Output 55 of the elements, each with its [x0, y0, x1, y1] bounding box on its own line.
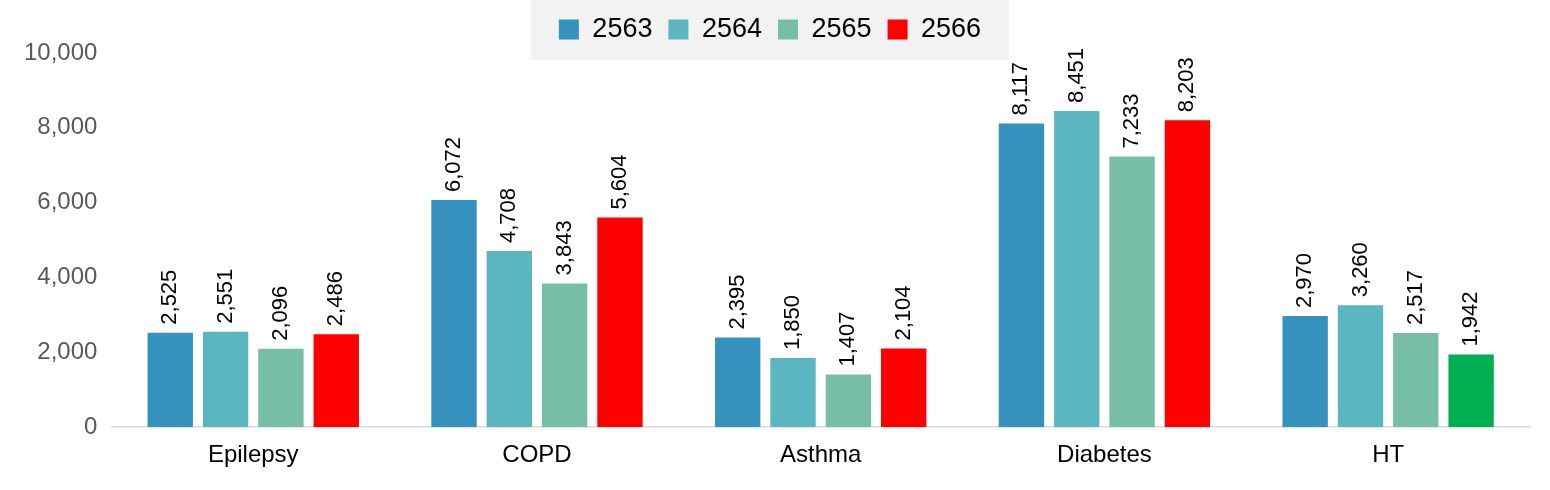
bar [1109, 156, 1155, 428]
bar [1337, 305, 1384, 428]
x-tick-label: Asthma [780, 440, 863, 468]
data-label: 8,117 [1007, 62, 1033, 116]
data-label: 7,233 [1118, 93, 1144, 149]
y-tick-label: 2,000 [37, 336, 98, 364]
bar [147, 332, 193, 428]
data-label: 1,850 [779, 294, 805, 350]
x-tick-label: COPD [502, 440, 572, 468]
data-label: 3,260 [1346, 242, 1372, 298]
data-label: 2,486 [322, 271, 348, 327]
data-label: 3,843 [550, 220, 576, 276]
data-label: 6,072 [440, 136, 466, 192]
data-label: 8,203 [1173, 57, 1199, 113]
bar [825, 374, 872, 428]
bar [881, 348, 927, 428]
bar [1448, 354, 1494, 428]
bar [597, 217, 643, 428]
legend-label: 2566 [921, 12, 982, 43]
x-tick-label: HT [1372, 440, 1405, 468]
y-tick-label: 0 [84, 411, 98, 439]
legend-label: 2565 [811, 12, 872, 43]
data-label: 1,407 [834, 311, 860, 367]
y-tick-label: 6,000 [37, 187, 98, 215]
x-tick-label: Epilepsy [207, 440, 299, 468]
data-label: 4,708 [495, 187, 521, 244]
bar [541, 283, 588, 428]
bar [715, 337, 761, 428]
data-label: 5,604 [606, 154, 632, 210]
x-tick-label: Diabetes [1057, 440, 1152, 468]
data-label: 2,970 [1291, 253, 1317, 309]
bar [1164, 120, 1211, 428]
legend-label: 2564 [701, 12, 763, 43]
data-label: 2,551 [211, 268, 237, 324]
legend-label: 2563 [592, 12, 653, 43]
bar [770, 357, 816, 428]
bar [998, 123, 1045, 428]
data-label: 2,517 [1401, 269, 1427, 326]
bar [486, 251, 533, 428]
data-label: 2,104 [889, 285, 915, 341]
bar [258, 348, 304, 428]
bar [1282, 316, 1328, 428]
data-label: 2,525 [156, 269, 182, 325]
bar [1054, 110, 1100, 428]
data-label: 8,451 [1062, 47, 1088, 103]
bar [313, 334, 359, 428]
data-label: 2,096 [266, 285, 292, 341]
bar [202, 331, 249, 428]
bar [1393, 333, 1439, 428]
data-label: 2,395 [723, 274, 749, 330]
y-tick-label: 8,000 [37, 112, 98, 140]
y-tick-label: 4,000 [37, 262, 98, 290]
bar [431, 199, 477, 428]
data-label: 1,942 [1457, 291, 1483, 347]
y-tick-label: 10,000 [24, 37, 98, 65]
